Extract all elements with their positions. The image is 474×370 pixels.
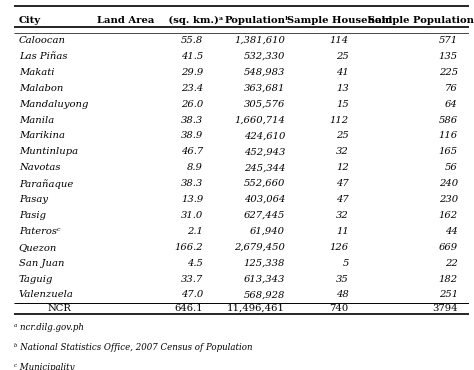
Text: Marikina: Marikina xyxy=(19,131,65,141)
Text: 126: 126 xyxy=(329,243,349,252)
Text: Parañaque: Parañaque xyxy=(19,179,73,189)
Text: 41.5: 41.5 xyxy=(181,52,203,61)
Text: 5: 5 xyxy=(342,259,349,268)
Text: Taguig: Taguig xyxy=(19,275,53,283)
Text: 403,064: 403,064 xyxy=(244,195,285,204)
Text: 245,344: 245,344 xyxy=(244,163,285,172)
Text: Makati: Makati xyxy=(19,68,54,77)
Text: Land Area    (sq. km.)ᵃ: Land Area (sq. km.)ᵃ xyxy=(97,16,223,24)
Text: 166.2: 166.2 xyxy=(174,243,203,252)
Text: NCR: NCR xyxy=(48,304,72,313)
Text: 13.9: 13.9 xyxy=(181,195,203,204)
Text: 25: 25 xyxy=(336,52,349,61)
Text: 22: 22 xyxy=(445,259,458,268)
Text: 627,445: 627,445 xyxy=(244,211,285,220)
Text: ᵃ ncr.dilg.gov.ph: ᵃ ncr.dilg.gov.ph xyxy=(14,323,84,332)
Text: 424,610: 424,610 xyxy=(244,131,285,141)
Text: Manila: Manila xyxy=(19,115,54,125)
Text: 35: 35 xyxy=(336,275,349,283)
Text: 38.9: 38.9 xyxy=(181,131,203,141)
Text: Paterosᶜ: Paterosᶜ xyxy=(19,227,60,236)
Text: City: City xyxy=(19,16,41,24)
Text: 552,660: 552,660 xyxy=(244,179,285,188)
Text: 452,943: 452,943 xyxy=(244,147,285,157)
Text: 29.9: 29.9 xyxy=(181,68,203,77)
Text: 112: 112 xyxy=(329,115,349,125)
Text: 646.1: 646.1 xyxy=(174,304,203,313)
Text: Sample Household: Sample Household xyxy=(287,16,392,24)
Text: Caloocan: Caloocan xyxy=(19,36,66,45)
Text: 116: 116 xyxy=(439,131,458,141)
Text: 44: 44 xyxy=(445,227,458,236)
Text: Populationᵇ: Populationᵇ xyxy=(225,16,291,24)
Text: 114: 114 xyxy=(329,36,349,45)
Text: 11,496,461: 11,496,461 xyxy=(227,304,285,313)
Text: 32: 32 xyxy=(336,211,349,220)
Text: 33.7: 33.7 xyxy=(181,275,203,283)
Text: 125,338: 125,338 xyxy=(244,259,285,268)
Text: 47.0: 47.0 xyxy=(181,290,203,299)
Text: 48: 48 xyxy=(336,290,349,299)
Text: 13: 13 xyxy=(336,84,349,93)
Text: Las Piñas: Las Piñas xyxy=(19,52,67,61)
Text: Muntinlupa: Muntinlupa xyxy=(19,147,78,157)
Text: 47: 47 xyxy=(336,195,349,204)
Text: Quezon: Quezon xyxy=(19,243,57,252)
Text: 1,660,714: 1,660,714 xyxy=(234,115,285,125)
Text: 38.3: 38.3 xyxy=(181,115,203,125)
Text: 613,343: 613,343 xyxy=(244,275,285,283)
Text: 41: 41 xyxy=(336,68,349,77)
Text: 4.5: 4.5 xyxy=(187,259,203,268)
Text: 251: 251 xyxy=(439,290,458,299)
Text: 363,681: 363,681 xyxy=(244,84,285,93)
Text: 8.9: 8.9 xyxy=(187,163,203,172)
Text: Sample Population: Sample Population xyxy=(368,16,474,24)
Text: 46.7: 46.7 xyxy=(181,147,203,157)
Text: Mandaluyong: Mandaluyong xyxy=(19,100,88,109)
Text: 162: 162 xyxy=(439,211,458,220)
Text: 240: 240 xyxy=(439,179,458,188)
Text: 47: 47 xyxy=(336,179,349,188)
Text: 64: 64 xyxy=(445,100,458,109)
Text: San Juan: San Juan xyxy=(19,259,64,268)
Text: 76: 76 xyxy=(445,84,458,93)
Text: 586: 586 xyxy=(439,115,458,125)
Text: 31.0: 31.0 xyxy=(181,211,203,220)
Text: 568,928: 568,928 xyxy=(244,290,285,299)
Text: 182: 182 xyxy=(439,275,458,283)
Text: 1,381,610: 1,381,610 xyxy=(234,36,285,45)
Text: Pasay: Pasay xyxy=(19,195,48,204)
Text: 2,679,450: 2,679,450 xyxy=(234,243,285,252)
Text: 2.1: 2.1 xyxy=(187,227,203,236)
Text: 56: 56 xyxy=(445,163,458,172)
Text: 532,330: 532,330 xyxy=(244,52,285,61)
Text: 26.0: 26.0 xyxy=(181,100,203,109)
Text: 740: 740 xyxy=(329,304,349,313)
Text: 15: 15 xyxy=(336,100,349,109)
Text: 669: 669 xyxy=(439,243,458,252)
Text: 165: 165 xyxy=(439,147,458,157)
Text: 38.3: 38.3 xyxy=(181,179,203,188)
Text: 548,983: 548,983 xyxy=(244,68,285,77)
Text: 305,576: 305,576 xyxy=(244,100,285,109)
Text: 25: 25 xyxy=(336,131,349,141)
Text: Pasig: Pasig xyxy=(19,211,46,220)
Text: Malabon: Malabon xyxy=(19,84,63,93)
Text: Valenzuela: Valenzuela xyxy=(19,290,73,299)
Text: 61,940: 61,940 xyxy=(250,227,285,236)
Text: 3794: 3794 xyxy=(432,304,458,313)
Text: 11: 11 xyxy=(336,227,349,236)
Text: 55.8: 55.8 xyxy=(181,36,203,45)
Text: 32: 32 xyxy=(336,147,349,157)
Text: Navotas: Navotas xyxy=(19,163,60,172)
Text: 12: 12 xyxy=(336,163,349,172)
Text: 135: 135 xyxy=(439,52,458,61)
Text: ᶜ Municipality: ᶜ Municipality xyxy=(14,363,75,370)
Text: 230: 230 xyxy=(439,195,458,204)
Text: 225: 225 xyxy=(439,68,458,77)
Text: ᵇ National Statistics Office, 2007 Census of Population: ᵇ National Statistics Office, 2007 Censu… xyxy=(14,343,253,352)
Text: 571: 571 xyxy=(439,36,458,45)
Text: 23.4: 23.4 xyxy=(181,84,203,93)
